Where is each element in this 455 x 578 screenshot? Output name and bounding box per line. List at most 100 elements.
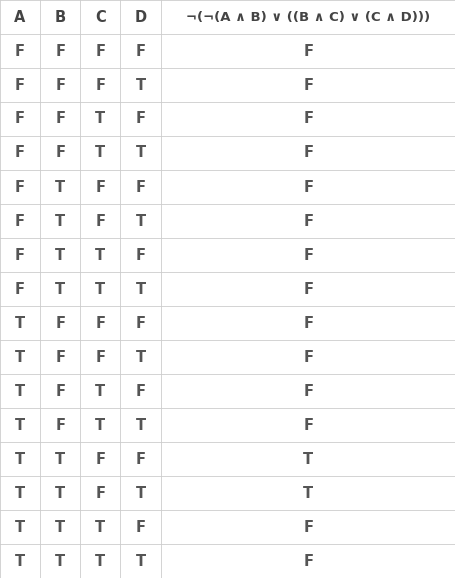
Text: F: F	[303, 146, 313, 161]
Text: F: F	[135, 383, 145, 398]
Text: T: T	[55, 486, 65, 501]
Bar	[0, 170, 455, 204]
Text: T: T	[135, 213, 145, 228]
Bar	[0, 272, 455, 306]
Text: F: F	[15, 281, 25, 297]
Text: T: T	[15, 383, 25, 398]
Text: F: F	[135, 316, 145, 331]
Text: F: F	[15, 112, 25, 127]
Text: F: F	[303, 520, 313, 535]
Text: C: C	[95, 9, 106, 24]
Text: F: F	[55, 383, 65, 398]
Text: T: T	[135, 486, 145, 501]
Text: F: F	[303, 112, 313, 127]
Text: T: T	[55, 180, 65, 195]
Bar	[0, 442, 455, 476]
Text: T: T	[15, 451, 25, 466]
Text: T: T	[15, 350, 25, 365]
Text: D: D	[134, 9, 146, 24]
Bar	[0, 340, 455, 374]
Bar	[0, 510, 455, 544]
Text: T: T	[135, 417, 145, 432]
Bar	[0, 34, 455, 68]
Text: T: T	[15, 520, 25, 535]
Text: F: F	[303, 554, 313, 569]
Text: F: F	[15, 43, 25, 58]
Text: T: T	[95, 554, 105, 569]
Bar	[0, 102, 455, 136]
Text: F: F	[55, 316, 65, 331]
Text: T: T	[95, 247, 105, 262]
Bar	[0, 204, 455, 238]
Text: F: F	[95, 350, 105, 365]
Text: F: F	[303, 316, 313, 331]
Text: T: T	[55, 520, 65, 535]
Text: F: F	[135, 180, 145, 195]
Text: T: T	[55, 554, 65, 569]
Text: T: T	[15, 316, 25, 331]
Text: T: T	[95, 520, 105, 535]
Text: F: F	[303, 417, 313, 432]
Bar	[0, 68, 455, 102]
Text: T: T	[95, 417, 105, 432]
Text: F: F	[55, 350, 65, 365]
Text: F: F	[15, 146, 25, 161]
Text: F: F	[95, 77, 105, 92]
Text: F: F	[55, 417, 65, 432]
Text: F: F	[15, 213, 25, 228]
Text: F: F	[135, 112, 145, 127]
Text: T: T	[15, 554, 25, 569]
Text: F: F	[303, 383, 313, 398]
Text: B: B	[55, 9, 66, 24]
Text: ¬(¬(A ∧ B) ∨ ((B ∧ C) ∨ (C ∧ D))): ¬(¬(A ∧ B) ∨ ((B ∧ C) ∨ (C ∧ D)))	[186, 10, 430, 24]
Text: F: F	[55, 43, 65, 58]
Text: F: F	[303, 213, 313, 228]
Text: T: T	[95, 146, 105, 161]
Text: F: F	[95, 486, 105, 501]
Text: F: F	[95, 213, 105, 228]
Text: F: F	[95, 316, 105, 331]
Text: T: T	[135, 350, 145, 365]
Text: F: F	[303, 281, 313, 297]
Text: T: T	[95, 281, 105, 297]
Text: F: F	[55, 146, 65, 161]
Bar	[0, 238, 455, 272]
Bar	[0, 544, 455, 578]
Text: F: F	[55, 77, 65, 92]
Text: F: F	[135, 520, 145, 535]
Bar	[0, 306, 455, 340]
Text: F: F	[135, 451, 145, 466]
Text: F: F	[303, 350, 313, 365]
Text: F: F	[15, 77, 25, 92]
Text: F: F	[303, 43, 313, 58]
Text: T: T	[303, 451, 313, 466]
Text: F: F	[303, 180, 313, 195]
Text: T: T	[15, 417, 25, 432]
Bar	[0, 136, 455, 170]
Text: T: T	[55, 213, 65, 228]
Text: T: T	[55, 247, 65, 262]
Text: T: T	[95, 383, 105, 398]
Bar	[0, 408, 455, 442]
Text: F: F	[55, 112, 65, 127]
Text: T: T	[135, 146, 145, 161]
Text: T: T	[135, 77, 145, 92]
Text: F: F	[15, 180, 25, 195]
Text: T: T	[135, 281, 145, 297]
Bar	[0, 0, 455, 34]
Text: A: A	[15, 9, 25, 24]
Text: T: T	[135, 554, 145, 569]
Text: T: T	[95, 112, 105, 127]
Text: T: T	[55, 281, 65, 297]
Bar	[0, 374, 455, 408]
Text: F: F	[135, 247, 145, 262]
Text: F: F	[303, 247, 313, 262]
Text: T: T	[15, 486, 25, 501]
Text: T: T	[303, 486, 313, 501]
Text: T: T	[55, 451, 65, 466]
Bar	[0, 476, 455, 510]
Text: F: F	[135, 43, 145, 58]
Text: F: F	[95, 43, 105, 58]
Text: F: F	[303, 77, 313, 92]
Text: F: F	[95, 180, 105, 195]
